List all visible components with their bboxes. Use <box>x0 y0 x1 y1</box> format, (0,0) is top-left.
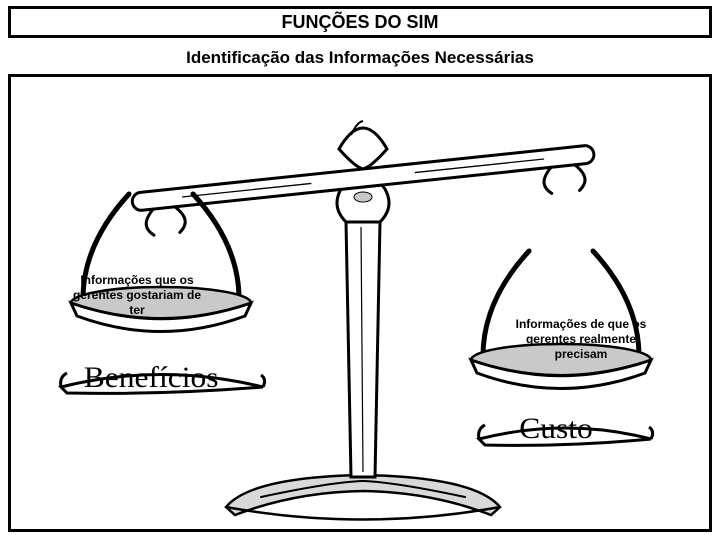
title-text: FUNÇÕES DO SIM <box>281 12 438 33</box>
subtitle: Identificação das Informações Necessária… <box>0 48 720 68</box>
left-label: Informações que os gerentes gostariam de… <box>67 273 207 318</box>
diagram-frame: Informações que os gerentes gostariam de… <box>8 74 712 532</box>
scale-base <box>226 475 500 520</box>
scale-column <box>337 177 389 477</box>
word-custo: Custo <box>519 412 593 446</box>
right-label: Informações de que os gerentes realmente… <box>501 317 661 362</box>
scale-finial <box>339 121 387 169</box>
word-beneficios: Benefícios <box>84 361 219 395</box>
title-box: FUNÇÕES DO SIM <box>8 6 712 38</box>
